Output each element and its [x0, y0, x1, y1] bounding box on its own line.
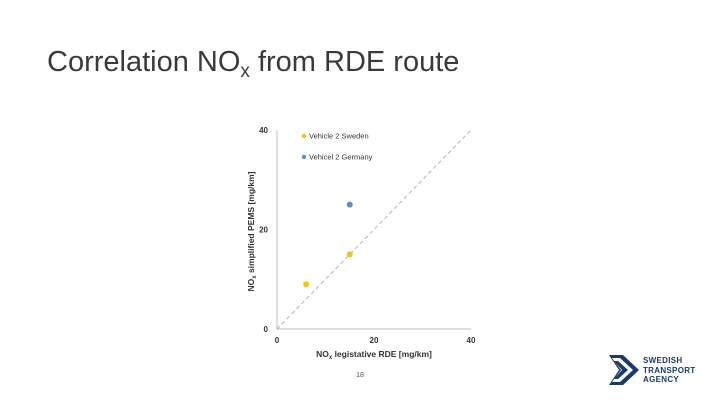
data-point	[303, 281, 310, 288]
x-tick-labels: 0 20 40	[275, 336, 476, 345]
data-point	[346, 201, 353, 208]
legend: Vehicle 2 Sweden Vehicel 2 Germany	[301, 132, 373, 162]
y-tick-label: 40	[259, 126, 268, 135]
agency-logo-icon	[609, 355, 639, 385]
data-point	[346, 251, 353, 258]
legend-label: Vehicle 2 Sweden	[309, 132, 369, 141]
legend-marker	[301, 133, 307, 139]
x-tick-label: 40	[467, 336, 476, 345]
y-tick-labels: 0 20 40	[259, 126, 268, 334]
y-tick-label: 0	[264, 325, 269, 334]
y-axis-label: NOx simplified PEMS [mg/km]	[246, 171, 258, 291]
legend-label: Vehicel 2 Germany	[309, 153, 373, 162]
data-points	[303, 201, 353, 288]
legend-marker	[301, 154, 307, 160]
x-axis-label: NOx legistative RDE [mg/km]	[316, 349, 432, 361]
x-tick-label: 20	[370, 336, 379, 345]
x-tick-label: 0	[275, 336, 280, 345]
reference-diagonal-line	[276, 129, 472, 330]
page-number: 18	[356, 372, 364, 379]
swedish-transport-agency-logo: SWEDISH TRANSPORT AGENCY	[609, 355, 709, 385]
y-tick-label: 20	[259, 226, 268, 235]
slide-title: Correlation NOx from RDE route	[47, 46, 460, 82]
agency-logo-text: SWEDISH TRANSPORT AGENCY	[643, 356, 696, 385]
